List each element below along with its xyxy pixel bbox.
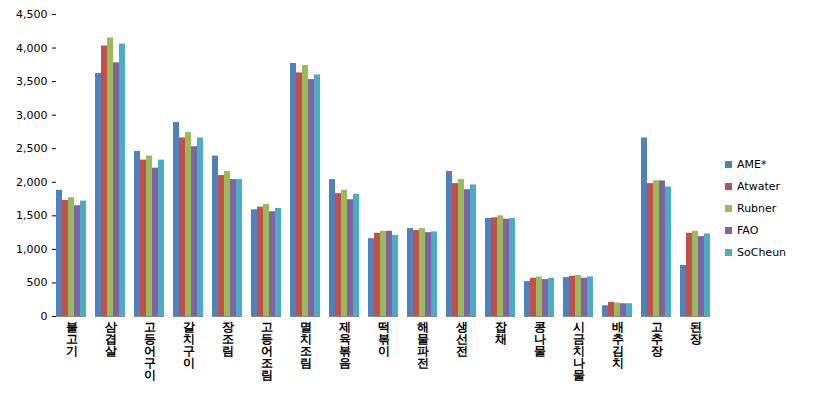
svg-text:고등어조림: 고등어조림 [261, 320, 273, 382]
svg-text:제육볶음: 제육볶음 [338, 320, 351, 370]
svg-text:갈치구이: 갈치구이 [183, 320, 195, 370]
svg-text:4,500: 4,500 [16, 8, 48, 21]
svg-text:1,000: 1,000 [16, 243, 48, 256]
svg-text:된장: 된장 [690, 320, 702, 346]
html-text:AME*: AME* [737, 157, 767, 171]
svg-text:1,500: 1,500 [16, 209, 48, 222]
svg-text:3,000: 3,000 [16, 109, 48, 122]
svg-text:잡채: 잡채 [494, 320, 507, 346]
svg-text:0: 0 [41, 310, 48, 323]
html-text:FAO: FAO [737, 223, 759, 237]
svg-text:고등어구이: 고등어구이 [144, 320, 156, 382]
svg-text:배추김치: 배추김치 [612, 320, 624, 370]
svg-text:2,500: 2,500 [16, 142, 48, 155]
svg-text:3,500: 3,500 [16, 75, 48, 88]
svg-text:콩나물: 콩나물 [534, 320, 546, 358]
html-text:Rubner: Rubner [737, 201, 777, 215]
svg-text:시금치나물: 시금치나물 [573, 320, 585, 382]
svg-text:떡볶이: 떡볶이 [378, 320, 390, 358]
svg-text:고추장: 고추장 [651, 320, 663, 358]
svg-text:불고기: 불고기 [66, 320, 78, 358]
svg-text:장조림: 장조림 [222, 320, 234, 358]
svg-text:4,000: 4,000 [16, 42, 48, 55]
svg-text:삼겹살: 삼겹살 [104, 320, 117, 358]
svg-text:멸치조림: 멸치조림 [300, 320, 312, 370]
svg-text:생선전: 생선전 [455, 320, 468, 358]
html-text:SoCheun: SoCheun [737, 245, 787, 259]
svg-text:해물파전: 해물파전 [417, 320, 429, 370]
svg-text:500: 500 [27, 276, 48, 289]
html-text:Atwater: Atwater [737, 179, 780, 193]
svg-text:2,000: 2,000 [16, 176, 48, 189]
